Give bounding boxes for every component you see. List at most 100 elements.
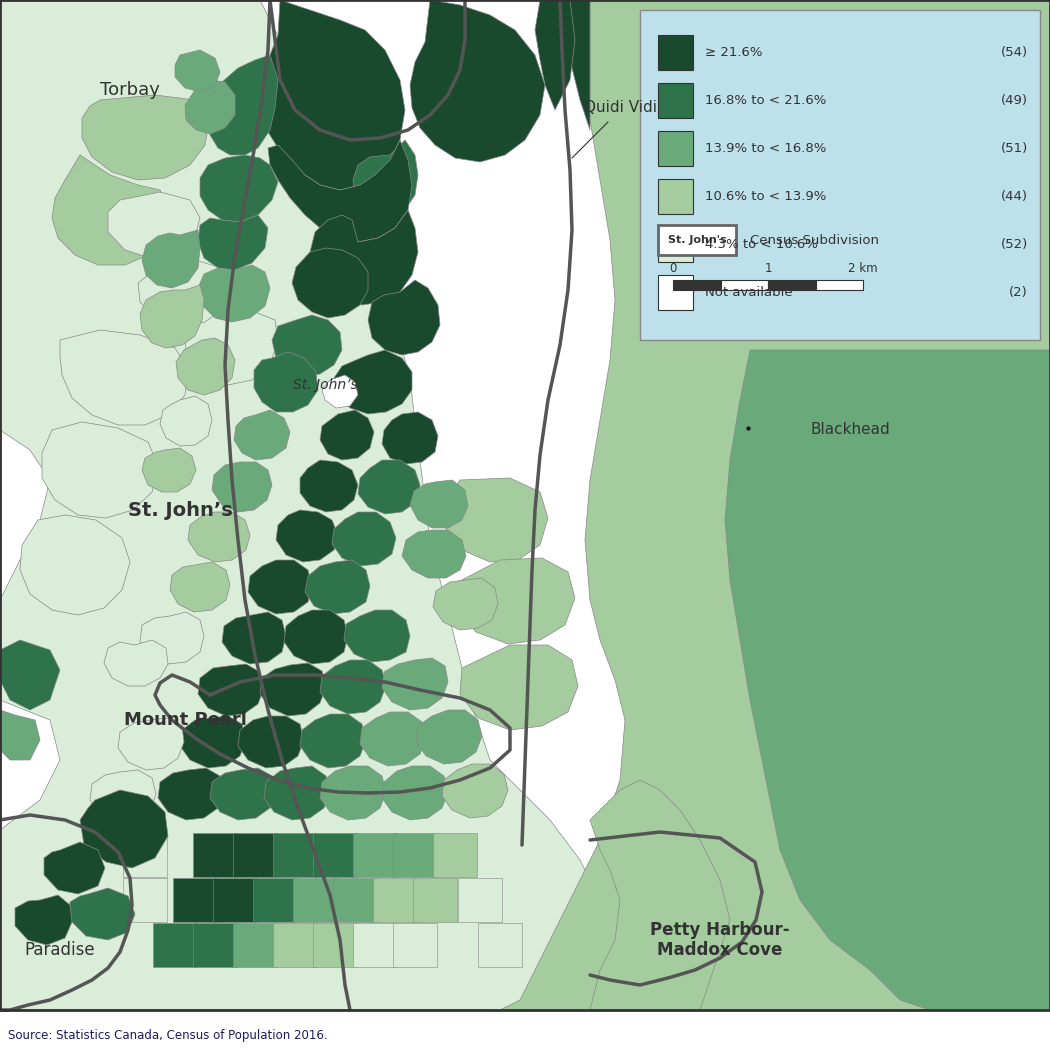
Polygon shape [212,462,272,512]
Polygon shape [478,923,522,967]
Polygon shape [210,768,276,820]
Polygon shape [320,660,386,714]
Polygon shape [268,140,412,242]
Polygon shape [560,0,590,130]
Polygon shape [310,210,418,304]
Text: Quidi Vidi: Quidi Vidi [584,101,656,116]
Text: (52): (52) [1001,238,1028,251]
Text: (49): (49) [1001,94,1028,107]
Polygon shape [272,315,342,376]
Polygon shape [322,375,358,408]
Polygon shape [108,192,200,258]
Polygon shape [44,842,105,894]
Polygon shape [445,478,548,562]
Polygon shape [332,512,396,566]
Polygon shape [198,265,270,322]
Bar [768,280,816,290]
Polygon shape [222,612,286,664]
Polygon shape [233,923,277,967]
Polygon shape [180,716,246,768]
Polygon shape [0,710,40,760]
Text: 4.3% to < 10.6%: 4.3% to < 10.6% [705,238,818,251]
Bar [816,280,863,290]
Text: Not available: Not available [705,286,793,299]
Polygon shape [185,80,235,134]
Polygon shape [142,448,196,492]
Polygon shape [170,562,230,612]
Text: 16.8% to < 21.6%: 16.8% to < 21.6% [705,94,826,107]
Polygon shape [410,0,545,162]
Polygon shape [313,923,357,967]
Polygon shape [193,833,237,877]
Polygon shape [353,140,418,218]
Text: (51): (51) [1001,142,1028,155]
Text: St. John’s: St. John’s [293,378,357,392]
Polygon shape [173,878,217,922]
Polygon shape [410,480,468,528]
Polygon shape [300,460,358,512]
Polygon shape [253,878,297,922]
Polygon shape [293,878,337,922]
Polygon shape [70,888,135,940]
Polygon shape [304,560,370,614]
Polygon shape [273,923,317,967]
Polygon shape [140,285,204,348]
Polygon shape [123,833,167,877]
Polygon shape [104,640,168,686]
Polygon shape [536,0,575,110]
Bar [658,83,693,118]
Polygon shape [198,215,268,270]
Polygon shape [358,460,420,514]
Polygon shape [175,50,220,92]
Text: 2 km: 2 km [848,262,878,275]
Polygon shape [416,710,482,764]
Text: 0: 0 [669,262,676,275]
Polygon shape [353,833,397,877]
Polygon shape [382,766,448,820]
Bar [658,178,693,214]
Polygon shape [273,833,317,877]
Polygon shape [158,768,224,820]
Polygon shape [142,230,200,288]
Text: Petty Harbour-
Maddox Cove: Petty Harbour- Maddox Cove [650,921,790,960]
Polygon shape [276,510,338,562]
Text: (2): (2) [1009,286,1028,299]
Polygon shape [60,330,188,425]
Polygon shape [118,718,184,770]
Text: Mount Pearl: Mount Pearl [124,711,247,729]
Bar [658,225,736,255]
Polygon shape [138,260,230,326]
Polygon shape [300,714,366,768]
Text: (44): (44) [1001,190,1028,203]
Polygon shape [320,410,374,460]
Polygon shape [15,895,72,945]
Polygon shape [254,352,318,412]
Bar [658,35,693,70]
Polygon shape [188,512,250,562]
Polygon shape [368,280,440,355]
Polygon shape [393,923,437,967]
Polygon shape [353,923,397,967]
Text: Source: Statistics Canada, Census of Population 2016.: Source: Statistics Canada, Census of Pop… [8,1029,328,1042]
Polygon shape [333,878,377,922]
Polygon shape [0,0,620,1010]
Polygon shape [458,878,502,922]
Polygon shape [160,396,212,446]
Polygon shape [213,878,257,922]
Polygon shape [82,94,210,180]
Text: ≥ 21.6%: ≥ 21.6% [705,46,762,59]
Polygon shape [42,422,158,518]
Text: Torbay: Torbay [100,81,160,99]
Polygon shape [140,612,204,664]
Bar [673,280,720,290]
Polygon shape [402,530,466,578]
Polygon shape [238,716,304,768]
Text: Paradise: Paradise [25,941,96,959]
Text: 13.9% to < 16.8%: 13.9% to < 16.8% [705,142,826,155]
Polygon shape [198,664,264,716]
Polygon shape [234,410,290,460]
Polygon shape [153,923,197,967]
Polygon shape [334,350,412,414]
Text: 1: 1 [764,262,772,275]
Polygon shape [292,248,368,318]
